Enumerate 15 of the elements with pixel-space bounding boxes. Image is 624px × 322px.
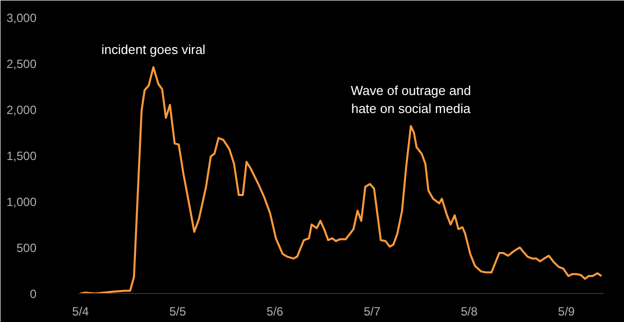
y-tick-label: 1,000 — [6, 195, 37, 209]
annotation: Wave of outrage and hate on social media — [350, 83, 472, 116]
x-tick-label: 5/6 — [266, 304, 284, 318]
annotation: incident goes viral — [101, 42, 206, 58]
x-tick-label: 5/4 — [72, 304, 90, 318]
x-tick-label: 5/7 — [364, 304, 381, 318]
x-tick-label: 5/5 — [169, 304, 186, 318]
x-tick-label: 5/8 — [460, 304, 478, 318]
x-tick-label: 5/9 — [558, 304, 576, 318]
y-tick-label: 2,000 — [6, 103, 37, 117]
y-tick-label: 2,500 — [6, 57, 37, 71]
y-tick-label: 3,000 — [6, 11, 37, 25]
y-tick-label: 0 — [30, 287, 37, 301]
y-tick-label: 500 — [16, 241, 37, 255]
y-tick-label: 1,500 — [6, 149, 37, 163]
